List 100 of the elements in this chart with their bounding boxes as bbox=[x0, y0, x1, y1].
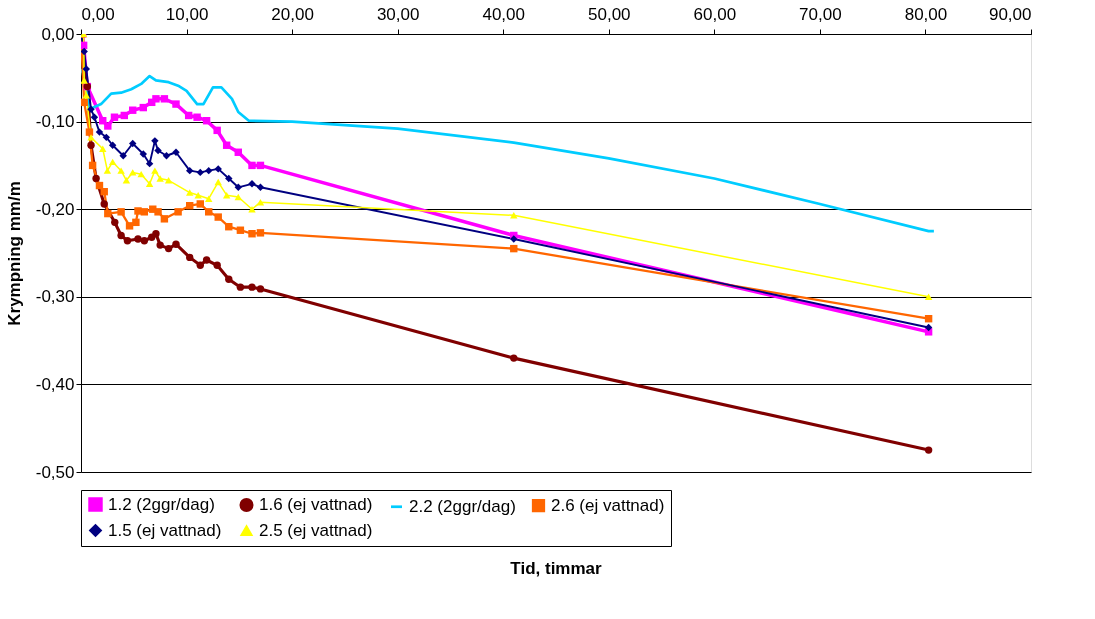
point bbox=[205, 195, 213, 202]
x-tick-label: 10,00 bbox=[165, 4, 209, 24]
point bbox=[122, 177, 131, 184]
x-tick-label: 60,00 bbox=[693, 4, 737, 24]
point bbox=[82, 92, 90, 99]
point bbox=[256, 285, 265, 293]
point bbox=[205, 166, 213, 175]
point bbox=[129, 169, 137, 176]
point bbox=[87, 134, 95, 141]
point bbox=[103, 167, 112, 174]
point bbox=[225, 174, 233, 183]
point bbox=[256, 229, 265, 237]
point bbox=[154, 146, 162, 155]
point bbox=[172, 100, 180, 108]
x-axis-title: Tid, timmar bbox=[510, 558, 603, 578]
point bbox=[213, 261, 221, 269]
line-series bbox=[81, 67, 936, 233]
point bbox=[104, 122, 112, 130]
point bbox=[117, 167, 125, 174]
x-tick-label: 70,00 bbox=[799, 4, 842, 24]
y-axis-title: Krympning mm/m bbox=[4, 181, 24, 326]
point bbox=[214, 213, 222, 221]
point bbox=[172, 240, 180, 248]
point bbox=[924, 446, 933, 454]
point bbox=[256, 183, 265, 192]
point bbox=[236, 283, 245, 291]
y-tick-label: -0,30 bbox=[35, 287, 75, 307]
point bbox=[95, 128, 104, 136]
point bbox=[108, 141, 117, 149]
point bbox=[104, 209, 112, 218]
x-tick-label: 90,00 bbox=[988, 4, 1032, 24]
point bbox=[92, 174, 100, 183]
point bbox=[156, 241, 164, 249]
x-tick-label: 40,00 bbox=[482, 4, 525, 24]
legend-label: 1.5 (ej vattnad) bbox=[108, 520, 222, 540]
point bbox=[924, 293, 933, 301]
point bbox=[510, 354, 518, 362]
point bbox=[196, 200, 204, 208]
point bbox=[186, 189, 194, 196]
point bbox=[222, 191, 231, 199]
x-tick-label: 0,00 bbox=[81, 4, 115, 24]
y-tick-label: -0,20 bbox=[35, 199, 75, 219]
point bbox=[140, 208, 149, 216]
point bbox=[87, 141, 95, 149]
x-tick-label: 80,00 bbox=[904, 4, 948, 24]
point bbox=[234, 183, 242, 192]
point bbox=[145, 159, 154, 168]
point bbox=[152, 95, 160, 103]
point bbox=[248, 283, 256, 291]
point bbox=[81, 98, 88, 107]
point bbox=[140, 237, 149, 245]
point bbox=[186, 253, 194, 262]
point bbox=[108, 158, 117, 166]
point bbox=[90, 113, 99, 121]
y-tick-label: 0,00 bbox=[41, 24, 75, 44]
point bbox=[156, 175, 164, 182]
point bbox=[510, 212, 518, 219]
point bbox=[924, 323, 933, 332]
point bbox=[164, 244, 173, 253]
point bbox=[186, 166, 194, 175]
point bbox=[160, 215, 169, 223]
point bbox=[162, 152, 171, 160]
point bbox=[117, 231, 125, 240]
point bbox=[164, 177, 173, 184]
point bbox=[234, 193, 242, 201]
legend-label: 1.6 (ej vattnad) bbox=[259, 494, 373, 514]
point bbox=[193, 113, 201, 121]
point bbox=[213, 126, 221, 135]
x-tick-label: 20,00 bbox=[271, 4, 314, 24]
point bbox=[81, 47, 88, 56]
point bbox=[82, 65, 90, 73]
point bbox=[111, 218, 119, 227]
point bbox=[123, 237, 132, 245]
point bbox=[134, 235, 142, 243]
point bbox=[196, 261, 204, 269]
point bbox=[125, 222, 134, 230]
point bbox=[81, 77, 88, 84]
y-tick-label: -0,40 bbox=[35, 374, 75, 394]
point bbox=[132, 218, 140, 227]
point bbox=[129, 139, 137, 148]
legend-label: 2.6 (ej vattnad) bbox=[551, 495, 665, 515]
x-tick-label: 50,00 bbox=[588, 4, 631, 24]
point bbox=[202, 256, 211, 264]
y-tick-label: -0,10 bbox=[35, 112, 75, 132]
point bbox=[145, 180, 154, 188]
point bbox=[152, 230, 160, 238]
legend-label: 2.5 (ej vattnad) bbox=[259, 520, 373, 540]
point bbox=[100, 200, 108, 208]
point bbox=[196, 168, 204, 177]
point bbox=[160, 95, 169, 103]
point bbox=[151, 167, 159, 174]
point bbox=[85, 128, 94, 136]
x-tick-label: 30,00 bbox=[376, 4, 420, 24]
point bbox=[119, 152, 127, 160]
point bbox=[102, 133, 111, 142]
point bbox=[225, 275, 233, 283]
point bbox=[248, 161, 256, 170]
point bbox=[117, 208, 125, 216]
point bbox=[214, 165, 222, 173]
point bbox=[248, 230, 256, 238]
